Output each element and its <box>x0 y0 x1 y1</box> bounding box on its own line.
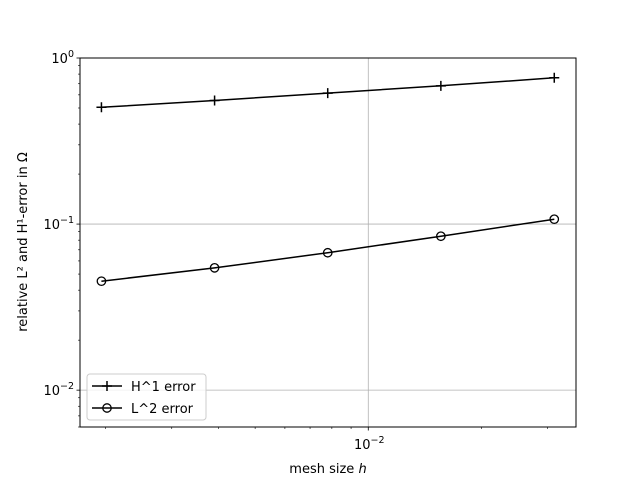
y-tick-label: 10−1 <box>43 215 74 233</box>
grid-lines <box>80 58 576 427</box>
data-point-circle <box>209 263 220 273</box>
data-point-plus <box>209 95 220 106</box>
data-point-plus <box>322 88 333 99</box>
legend: H^1 error L^2 error <box>86 373 207 421</box>
data-point-circle <box>549 214 560 225</box>
data-point-plus <box>435 80 446 91</box>
y-tick-label: 100 <box>51 49 74 67</box>
data-point-circle <box>436 231 446 242</box>
legend-h1-label: H^1 error <box>131 380 196 395</box>
data-point-circle <box>322 247 333 258</box>
y-axis-label: relative L² and H¹-error in Ω <box>16 152 31 332</box>
y-tick-label: 10−2 <box>43 381 74 399</box>
x-tick-label: 10−2 <box>354 435 385 453</box>
series-layer <box>96 72 560 287</box>
legend-h1-marker <box>102 381 112 391</box>
data-point-plus <box>549 72 560 83</box>
data-point-plus <box>96 102 107 113</box>
series-line-1 <box>101 218 555 282</box>
legend-l2-label: L^2 error <box>131 402 194 417</box>
data-point-circle <box>96 276 107 287</box>
x-axis-label: mesh size h <box>289 462 366 477</box>
plot-frame <box>79 57 577 428</box>
legend-l2-marker <box>102 403 112 413</box>
